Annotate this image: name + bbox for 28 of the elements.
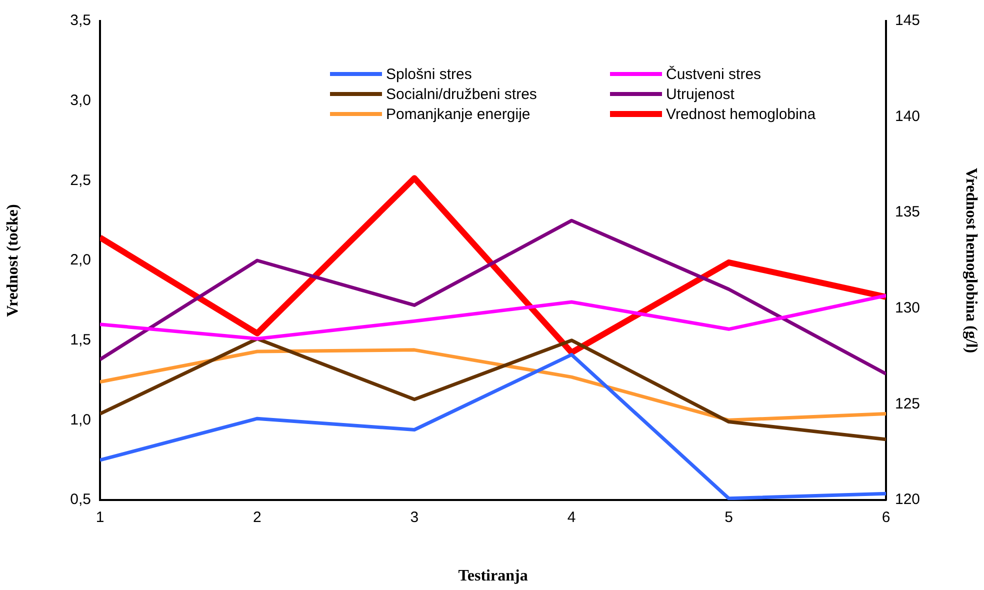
- x-tick-label: 3: [410, 509, 419, 526]
- x-axis-title: Testiranja: [458, 568, 528, 585]
- x-tick-label: 2: [253, 509, 262, 526]
- y-tick-label: 3,5: [70, 12, 91, 30]
- x-tick-label: 1: [96, 509, 104, 526]
- legend-label: Vrednost hemoglobina: [666, 106, 816, 122]
- legend-label: Čustveni stres: [666, 66, 762, 82]
- legend-label: Socialni/družbeni stres: [386, 86, 537, 102]
- y2-axis-title: Vrednost hemoglobina (g/l): [962, 168, 980, 354]
- y-tick-label: 0,5: [70, 491, 91, 508]
- y-tick-label: 2,0: [70, 252, 91, 269]
- x-tick-label: 4: [567, 509, 576, 526]
- legend-label: Pomanjkanje energije: [386, 106, 530, 122]
- y-tick-label: 2,5: [70, 172, 91, 189]
- y2-tick-label: 145: [895, 12, 920, 30]
- y-tick-label: 1,0: [70, 411, 91, 428]
- legend-label: Utrujenost: [666, 86, 734, 102]
- x-tick-label: 6: [882, 509, 890, 526]
- y-tick-label: 3,0: [70, 92, 91, 109]
- x-tick-label: 5: [724, 509, 733, 526]
- legend-label: Splošni stres: [386, 66, 472, 82]
- y2-tick-label: 120: [895, 491, 920, 508]
- y2-tick-label: 140: [895, 108, 920, 125]
- y2-tick-label: 125: [895, 395, 920, 412]
- y-axis-title: Vrednost (točke): [4, 204, 22, 317]
- y-tick-label: 1,5: [70, 331, 91, 348]
- y2-tick-label: 130: [895, 300, 920, 317]
- y2-tick-label: 135: [895, 204, 920, 221]
